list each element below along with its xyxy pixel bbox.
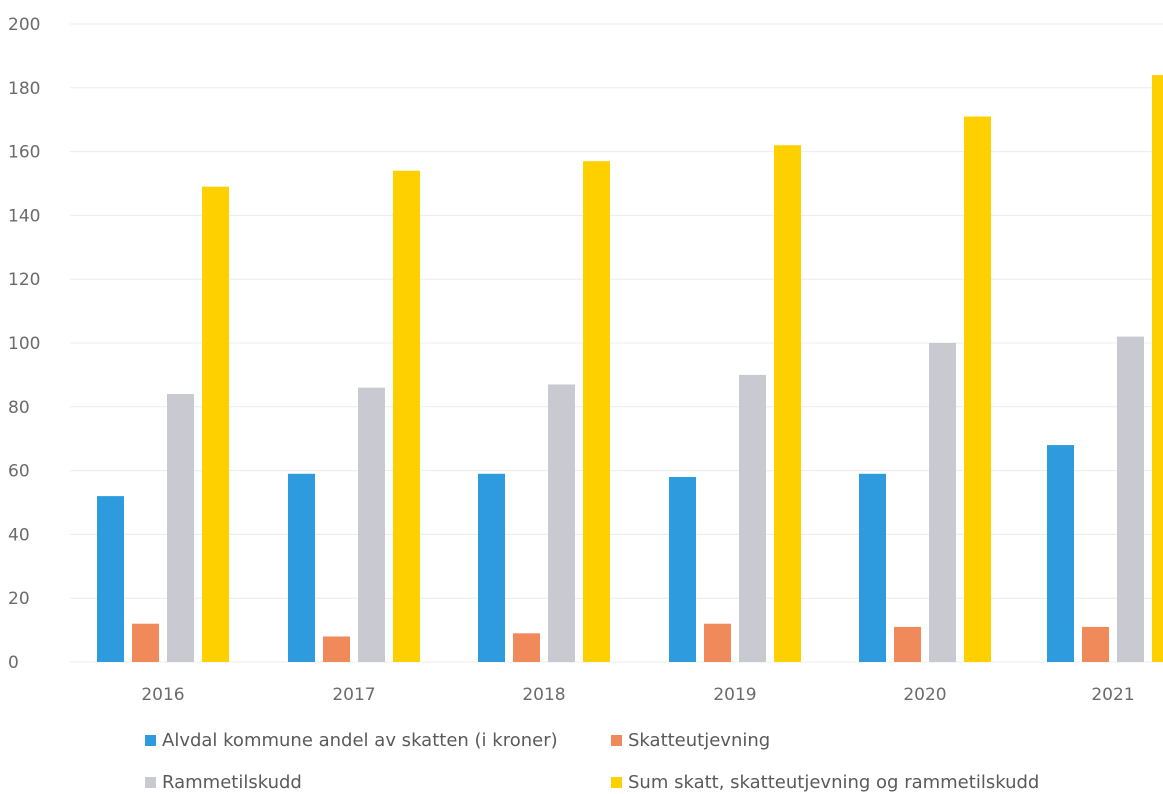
legend-item-skatteutjevning: Skatteutjevning xyxy=(611,730,770,751)
legend-swatch-skatteutjevning xyxy=(611,735,622,746)
legend-item-alvdal: Alvdal kommune andel av skatten (i krone… xyxy=(145,730,558,751)
legend-label-alvdal: Alvdal kommune andel av skatten (i krone… xyxy=(162,730,558,751)
bar-2021-series-3 xyxy=(1152,75,1163,663)
legend-label-rammetilskudd: Rammetilskudd xyxy=(162,772,302,793)
x-tick-label: 2018 xyxy=(522,685,565,705)
bar-2020-series-1 xyxy=(894,626,921,662)
bar-2016-series-1 xyxy=(132,623,159,662)
y-tick-label: 60 xyxy=(8,462,30,482)
bars xyxy=(97,75,1163,663)
bar-chart: 0 20 40 60 80 100 120 140 160 180 200 2016 2017 2018… xyxy=(8,15,1163,705)
y-tick-label: 200 xyxy=(8,15,40,35)
bar-2016-series-2 xyxy=(167,394,194,662)
bar-2017-series-0 xyxy=(288,473,315,662)
legend-item-rammetilskudd: Rammetilskudd xyxy=(145,772,302,793)
bar-2018-series-0 xyxy=(478,473,505,662)
gridlines xyxy=(70,23,1163,663)
x-tick-label: 2016 xyxy=(141,685,184,705)
legend-label-sum: Sum skatt, skatteutjevning og rammetilsk… xyxy=(628,772,1040,793)
y-tick-label: 80 xyxy=(8,398,30,418)
y-tick-label: 100 xyxy=(8,334,40,354)
y-tick-label: 20 xyxy=(8,589,30,609)
bar-2016-series-0 xyxy=(97,496,124,662)
x-tick-label: 2021 xyxy=(1091,685,1134,705)
bar-2017-series-1 xyxy=(323,636,350,662)
bar-2018-series-1 xyxy=(513,633,540,662)
y-tick-label: 0 xyxy=(8,653,19,673)
bar-2017-series-3 xyxy=(393,170,420,663)
x-axis-ticks: 2016 2017 2018 2019 2020 2021 xyxy=(141,685,1134,705)
x-tick-label: 2019 xyxy=(713,685,756,705)
bar-2016-series-3 xyxy=(202,186,229,662)
bar-2019-series-3 xyxy=(774,145,801,663)
bar-2020-series-2 xyxy=(929,343,956,662)
bar-2020-series-0 xyxy=(859,473,886,662)
y-tick-label: 40 xyxy=(8,525,30,545)
legend-swatch-rammetilskudd xyxy=(145,777,156,788)
legend-swatch-alvdal xyxy=(145,735,156,746)
x-tick-label: 2017 xyxy=(332,685,375,705)
x-tick-label: 2020 xyxy=(903,685,946,705)
y-tick-label: 160 xyxy=(8,143,40,163)
y-axis-ticks: 0 20 40 60 80 100 120 140 160 180 200 xyxy=(8,15,40,673)
bar-2019-series-1 xyxy=(704,623,731,662)
bar-2018-series-2 xyxy=(548,384,575,662)
legend-item-sum: Sum skatt, skatteutjevning og rammetilsk… xyxy=(611,772,1039,793)
bar-2020-series-3 xyxy=(964,116,991,662)
bar-2019-series-2 xyxy=(739,374,766,662)
bar-2021-series-1 xyxy=(1082,626,1109,662)
y-tick-label: 140 xyxy=(8,206,40,226)
y-tick-label: 120 xyxy=(8,270,40,290)
bar-2017-series-2 xyxy=(358,387,385,662)
bar-2019-series-0 xyxy=(669,476,696,662)
bar-2021-series-0 xyxy=(1047,445,1074,662)
legend-swatch-sum xyxy=(611,777,622,788)
y-tick-label: 180 xyxy=(8,79,40,99)
legend-label-skatteutjevning: Skatteutjevning xyxy=(628,730,771,751)
bar-2021-series-2 xyxy=(1117,336,1144,662)
bar-2018-series-3 xyxy=(583,161,610,663)
